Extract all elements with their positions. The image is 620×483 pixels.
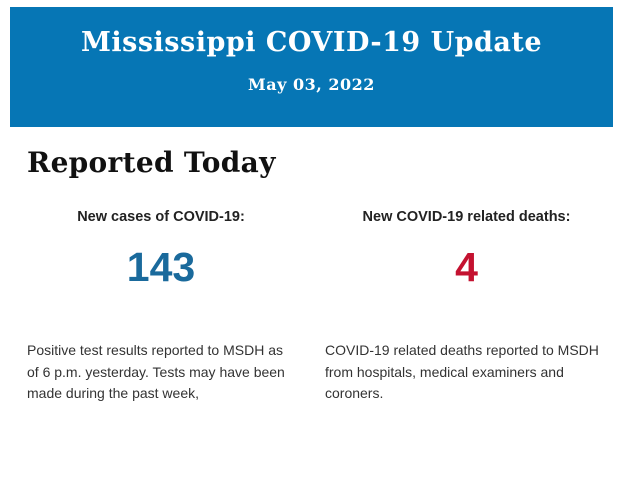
covid-update-page: Mississippi COVID-19 Update May 03, 2022… — [0, 7, 620, 483]
new-deaths-label: New COVID-19 related deaths: — [362, 209, 571, 225]
stats-row: New cases of COVID-19: 143 Positive test… — [27, 209, 608, 405]
page-title: Mississippi COVID-19 Update — [80, 27, 543, 58]
section-title-reported-today: Reported Today — [27, 146, 276, 179]
report-date: May 03, 2022 — [248, 75, 375, 94]
stat-new-deaths: New COVID-19 related deaths: 4 COVID-19 … — [325, 209, 608, 405]
update-header: Mississippi COVID-19 Update May 03, 2022 — [10, 7, 613, 127]
stat-new-cases: New cases of COVID-19: 143 Positive test… — [27, 209, 295, 405]
new-cases-value: 143 — [126, 244, 196, 290]
new-deaths-description: COVID-19 related deaths reported to MSDH… — [325, 342, 599, 401]
new-deaths-value: 4 — [455, 244, 478, 290]
new-cases-description: Positive test results reported to MSDH a… — [27, 342, 285, 401]
new-cases-label: New cases of COVID-19: — [77, 209, 245, 225]
